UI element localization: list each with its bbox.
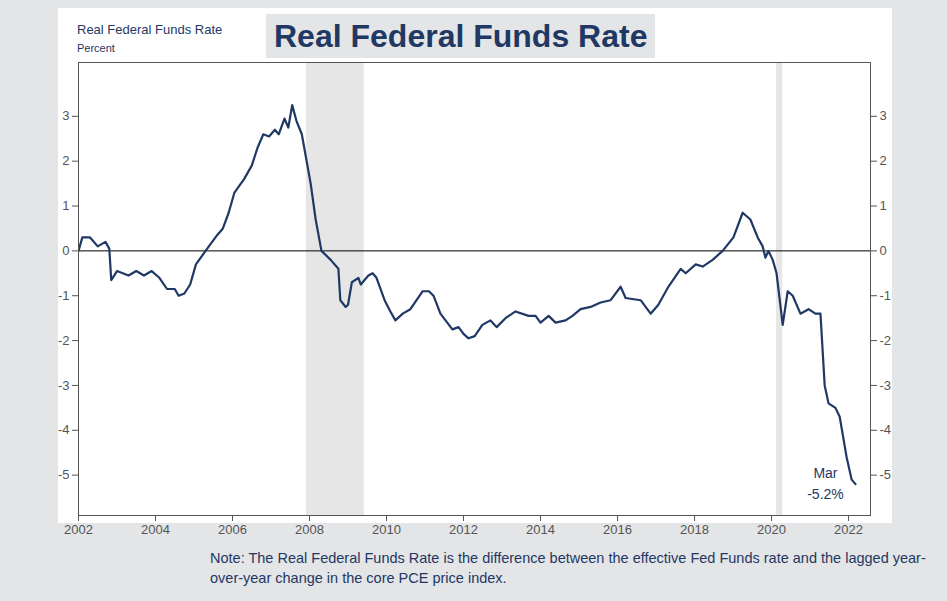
- svg-text:2: 2: [62, 153, 69, 168]
- svg-text:-5: -5: [58, 467, 70, 482]
- svg-text:2010: 2010: [372, 522, 401, 537]
- svg-text:Mar-5.2%: Mar-5.2%: [807, 465, 844, 502]
- svg-text:2014: 2014: [526, 522, 555, 537]
- svg-text:2018: 2018: [680, 522, 709, 537]
- svg-text:1: 1: [880, 198, 887, 213]
- svg-text:-3: -3: [880, 378, 892, 393]
- svg-text:2016: 2016: [603, 522, 632, 537]
- svg-text:0: 0: [880, 243, 887, 258]
- html-text:Percent: Percent: [77, 42, 115, 54]
- svg-text:-1: -1: [880, 288, 892, 303]
- svg-text:-1: -1: [58, 288, 70, 303]
- svg-text:3: 3: [880, 108, 887, 123]
- svg-text:2: 2: [880, 153, 887, 168]
- svg-text:-4: -4: [880, 422, 892, 437]
- svg-text:-2: -2: [58, 333, 70, 348]
- svg-text:0: 0: [62, 243, 69, 258]
- html-text:Note: The Real Federal Funds R: Note: The Real Federal Funds Rate is the…: [210, 550, 926, 586]
- svg-text:3: 3: [62, 108, 69, 123]
- svg-text:2004: 2004: [141, 522, 170, 537]
- svg-text:-3: -3: [58, 378, 70, 393]
- svg-text:2012: 2012: [449, 522, 478, 537]
- html-text:Real Federal Funds Rate: Real Federal Funds Rate: [274, 18, 648, 54]
- svg-text:2002: 2002: [64, 522, 93, 537]
- svg-text:1: 1: [62, 198, 69, 213]
- svg-text:2008: 2008: [295, 522, 324, 537]
- svg-text:2020: 2020: [757, 522, 786, 537]
- svg-text:-4: -4: [58, 422, 70, 437]
- svg-text:-5: -5: [880, 467, 892, 482]
- html-text:Real Federal Funds Rate: Real Federal Funds Rate: [77, 22, 223, 37]
- svg-text:-2: -2: [880, 333, 892, 348]
- svg-text:2006: 2006: [218, 522, 247, 537]
- svg-text:2022: 2022: [834, 522, 863, 537]
